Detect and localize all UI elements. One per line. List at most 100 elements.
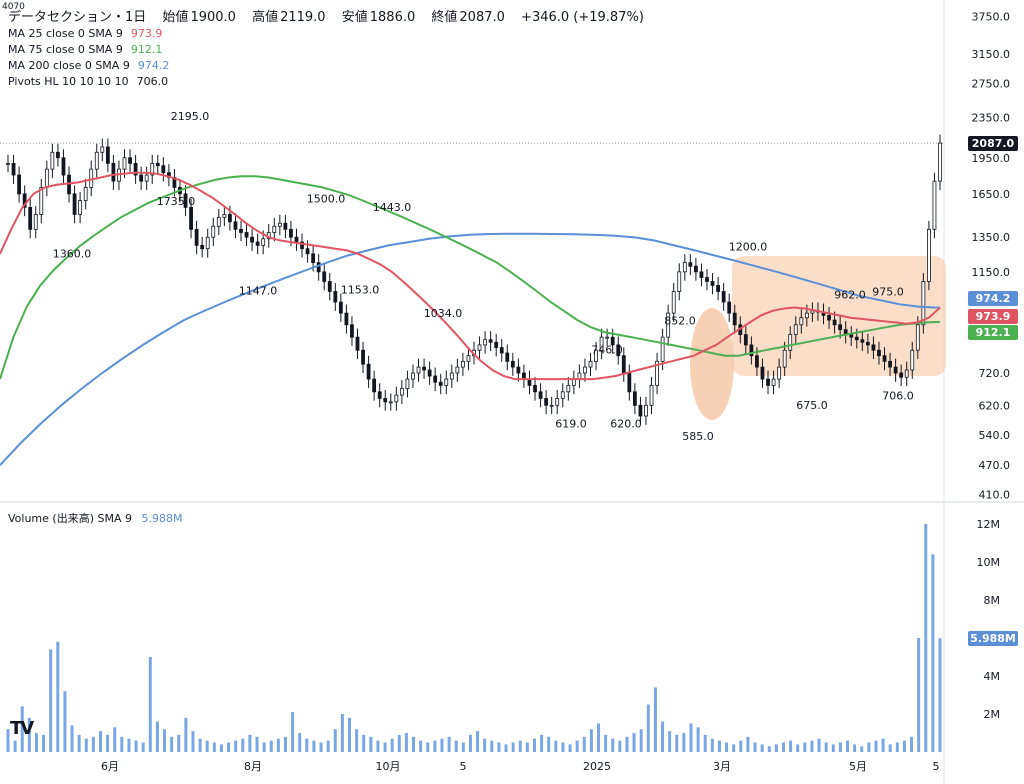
volume-bar xyxy=(554,740,558,752)
ma75-line xyxy=(0,175,941,380)
time-tick-label: 5月 xyxy=(849,760,867,773)
candle-body xyxy=(33,214,38,230)
volume-bar xyxy=(98,731,102,752)
candle-body xyxy=(133,162,138,176)
volume-bar xyxy=(895,742,899,752)
volume-legend-value: 5.988M xyxy=(141,512,183,525)
candle-body xyxy=(311,253,316,264)
candle-body xyxy=(189,206,193,230)
volume-bar xyxy=(6,729,10,752)
time-tick-label: 10月 xyxy=(376,760,401,773)
pivot-label: 619.0 xyxy=(555,418,587,431)
indicator-value: 974.2 xyxy=(137,59,170,72)
volume-bar xyxy=(468,734,472,752)
volume-bar xyxy=(120,736,124,752)
volume-bar xyxy=(661,721,665,752)
volume-bar xyxy=(319,742,323,752)
candle-body xyxy=(272,225,277,233)
indicator-value: 973.9 xyxy=(130,27,163,40)
volume-bar xyxy=(63,691,67,752)
volume-bar xyxy=(404,733,408,752)
indicator-ma75[interactable]: MA 75 close 0 SMA 9 912.1 xyxy=(8,42,646,58)
volume-bar xyxy=(910,736,914,752)
volume-bar xyxy=(824,742,828,752)
volume-bar xyxy=(831,744,835,752)
volume-bar xyxy=(362,734,366,752)
candle-body xyxy=(854,336,859,341)
candle-body xyxy=(505,352,510,362)
volume-tag: 5.988M xyxy=(968,631,1018,647)
volume-bar xyxy=(27,717,31,752)
candle-body xyxy=(777,366,782,380)
candle-body xyxy=(305,248,310,255)
volume-legend[interactable]: Volume (出来高) SMA 9 5.988M xyxy=(8,510,182,526)
indicator-label: MA 75 close 0 SMA 9 xyxy=(8,43,123,56)
candle-body xyxy=(338,301,343,314)
indicator-ma200[interactable]: MA 200 close 0 SMA 9 974.2 xyxy=(8,58,646,74)
candle-body xyxy=(688,262,693,267)
candle-body xyxy=(716,285,720,292)
pivot-label: 1443.0 xyxy=(373,201,412,214)
low-value: 1886.0 xyxy=(369,10,416,25)
volume-bar xyxy=(476,731,480,752)
volume-bar xyxy=(333,729,337,752)
volume-bar xyxy=(710,738,714,752)
volume-bar xyxy=(746,736,750,752)
volume-bar xyxy=(540,734,544,752)
volume-bar xyxy=(781,742,785,752)
candle-body xyxy=(627,372,632,393)
volume-bar xyxy=(56,641,60,752)
candle-body xyxy=(871,344,876,351)
candles xyxy=(6,134,942,425)
candle-body xyxy=(694,265,698,273)
candle-body xyxy=(399,388,404,396)
volume-bar xyxy=(134,740,138,752)
price-tick-label: 2750.0 xyxy=(972,77,1011,90)
volume-bar xyxy=(91,736,95,752)
indicator-label: MA 25 close 0 SMA 9 xyxy=(8,27,123,40)
candle-body xyxy=(200,244,205,250)
candle-body xyxy=(50,151,55,170)
volume-bar xyxy=(219,744,223,752)
candle-body xyxy=(405,378,410,389)
indicator-ma25[interactable]: MA 25 close 0 SMA 9 973.9 xyxy=(8,26,646,42)
candle-body xyxy=(555,398,560,406)
candle-body xyxy=(111,162,116,182)
close-value: 2087.0 xyxy=(459,10,505,25)
candle-body xyxy=(632,391,637,406)
candle-body xyxy=(205,236,210,250)
volume-bar xyxy=(397,734,401,752)
volume-bar xyxy=(575,740,579,752)
volume-bar xyxy=(227,742,231,752)
indicator-pivots[interactable]: Pivots HL 10 10 10 10 706.0 xyxy=(8,74,646,90)
volume-bar xyxy=(369,736,373,752)
candle-body xyxy=(616,344,621,357)
volume-bar xyxy=(774,744,778,752)
volume-bar xyxy=(440,738,444,752)
chart-legend: データセクション・1日 始値 1900.0 高値 2119.0 安値 1886.0 終… xyxy=(8,10,646,90)
volume-bar xyxy=(924,524,928,752)
candle-body xyxy=(39,186,44,215)
candle-body xyxy=(150,162,155,176)
volume-bar xyxy=(668,731,672,752)
volume-bar xyxy=(42,734,46,752)
volume-bar xyxy=(13,740,17,752)
candle-body xyxy=(28,206,33,230)
time-tick-label: 5 xyxy=(933,760,940,773)
candle-body xyxy=(316,262,321,273)
candle-body xyxy=(788,334,793,351)
volume-bar xyxy=(796,744,800,752)
candle-body xyxy=(255,241,260,246)
tradingview-logo-icon[interactable]: TV xyxy=(10,718,34,739)
candle-body xyxy=(594,349,598,362)
candle-body xyxy=(655,360,659,386)
price-tick-label: 620.0 xyxy=(979,399,1011,412)
volume-bar xyxy=(155,721,159,752)
symbol-title[interactable]: データセクション・1日 xyxy=(8,10,147,25)
candle-body xyxy=(705,277,709,282)
volume-bars xyxy=(6,524,942,752)
volume-bar xyxy=(148,657,152,752)
volume-bar xyxy=(412,736,416,752)
volume-bar xyxy=(625,736,629,752)
candle-body xyxy=(832,319,837,326)
